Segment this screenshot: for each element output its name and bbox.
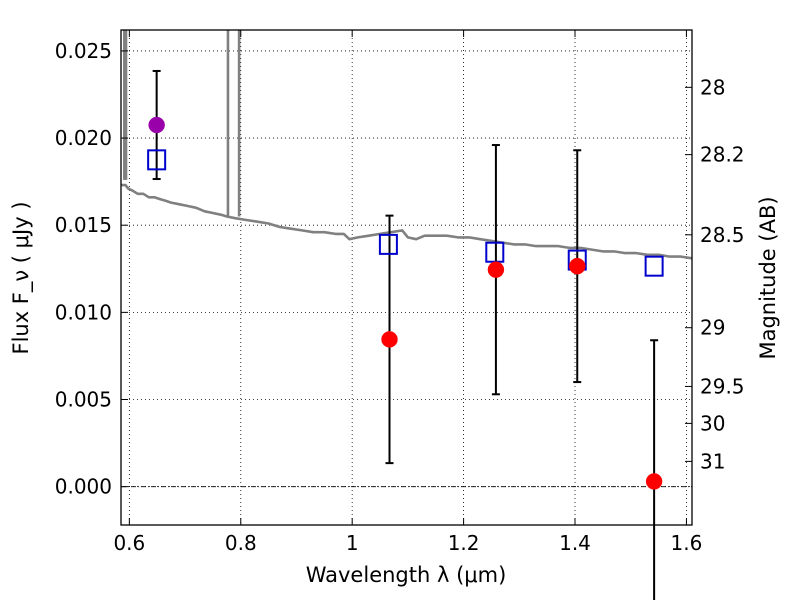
model-spectrum-line <box>121 183 693 260</box>
model-photometry-square <box>378 233 398 255</box>
x-tick-label: 0.6 <box>113 531 145 555</box>
y-tick-label: 0.000 <box>55 475 112 499</box>
y-tick-label: 0.020 <box>55 126 112 150</box>
observed-flux-point <box>487 261 505 278</box>
plot-background <box>121 30 692 525</box>
observed-flux-point <box>381 331 398 348</box>
y-tick-label: 0.025 <box>55 39 112 63</box>
model-photometry-square <box>147 149 167 171</box>
grid <box>121 30 692 525</box>
right-axis-tick-label: 29 <box>700 316 725 340</box>
model-spectrum <box>121 30 693 260</box>
right-axis-tick-label: 28 <box>700 75 725 99</box>
y-axis-label: Flux F_ν ( μJy ) <box>9 201 34 354</box>
right-axis-tick-label: 30 <box>700 411 725 435</box>
y-tick-label: 0.015 <box>55 213 112 237</box>
x-tick-label: 1.6 <box>671 531 703 555</box>
right-axis-tick-label: 28.2 <box>700 143 745 167</box>
right-axis-tick-label: 29.5 <box>700 374 745 398</box>
x-tick-label: 1 <box>346 531 359 555</box>
right-axis-ticks: 28 28.2 28.5 29 29.5 30 31 <box>685 75 745 473</box>
x-axis-ticks: 0.6 0.8 1 1.2 1.4 1.6 <box>113 30 702 555</box>
y-axis-ticks: 0.000 0.005 0.010 0.015 0.020 0.025 <box>55 39 128 499</box>
x-tick-label: 1.4 <box>559 531 591 555</box>
observed-flux-point <box>645 473 663 490</box>
right-axis-tick-label: 28.5 <box>700 223 745 247</box>
model-photometry-square <box>644 255 664 277</box>
observed-photometry-points <box>148 116 663 490</box>
y-tick-label: 0.005 <box>55 388 112 412</box>
right-axis-tick-label: 31 <box>700 449 725 473</box>
plot-frame <box>120 29 693 526</box>
x-tick-label: 1.2 <box>448 531 480 555</box>
y-tick-label: 0.010 <box>55 300 112 324</box>
observed-flux-point <box>148 116 165 134</box>
observed-flux-point <box>568 257 586 275</box>
x-tick-label: 0.8 <box>225 531 257 555</box>
right-axis-label: Magnitude (AB) <box>756 196 780 359</box>
x-axis-label: Wavelength λ (μm) <box>306 563 507 587</box>
